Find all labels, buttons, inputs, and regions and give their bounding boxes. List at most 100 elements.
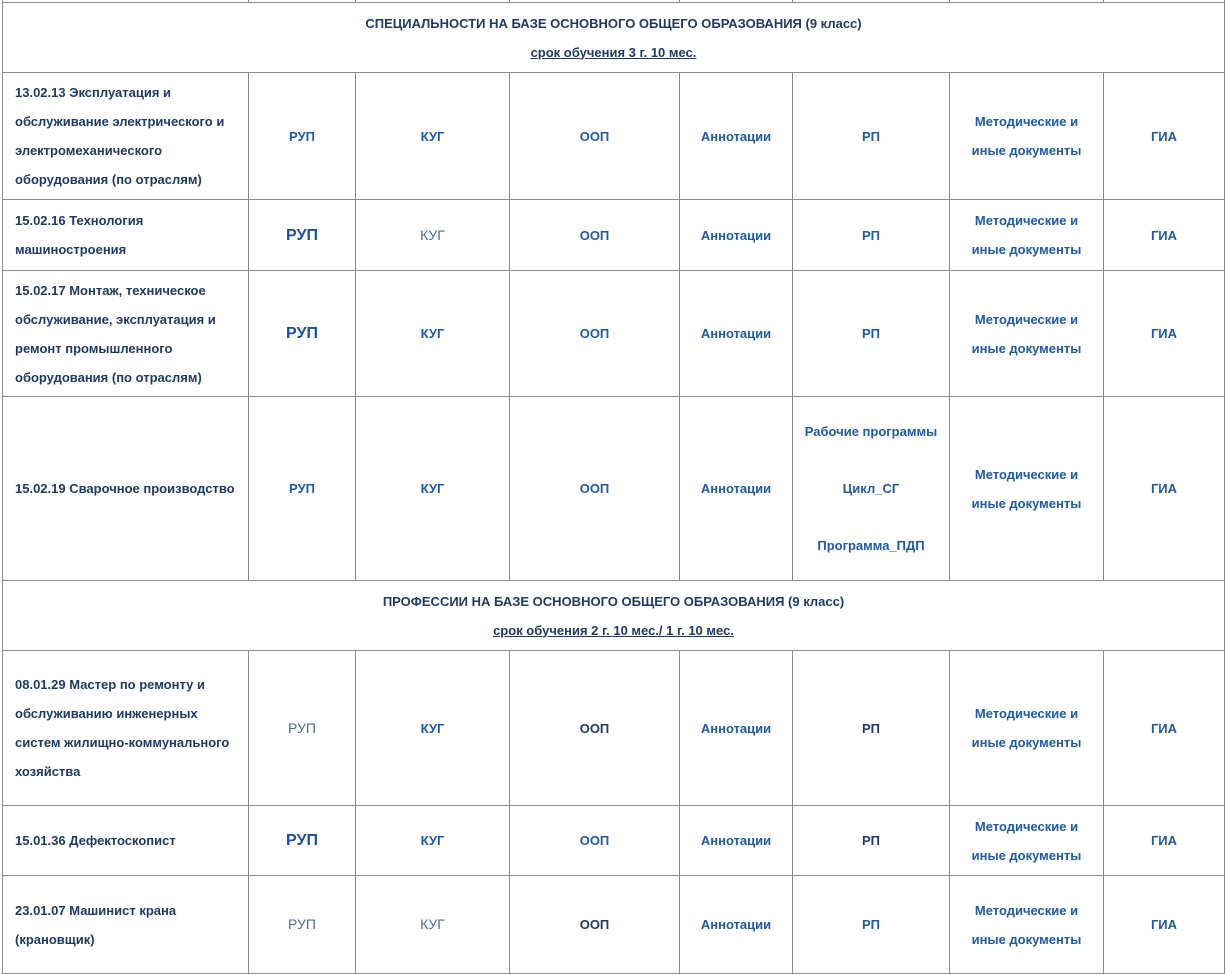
gia-link[interactable]: ГИА: [1150, 833, 1178, 848]
program-name: 08.01.29 Мастер по ремонту и обслуживани…: [2, 650, 249, 806]
rp-link[interactable]: РП: [861, 128, 880, 144]
program-name: 13.02.13 Эксплуатация и обслуживание эле…: [2, 72, 249, 200]
cell-kug: КУГ: [355, 396, 510, 581]
cell-gia: ГИА: [1103, 650, 1225, 806]
gia-link[interactable]: ГИА: [1150, 227, 1178, 243]
cell-rp: Рабочие программы Цикл_СГ Программа_ПДП: [792, 396, 950, 581]
section-title: ПРОФЕССИИ НА БАЗЕ ОСНОВНОГО ОБЩЕГО ОБРАЗ…: [382, 593, 845, 609]
kug-link[interactable]: КУГ: [420, 128, 445, 144]
section-duration-link[interactable]: срок обучения 2 г. 10 мес./ 1 г. 10 мес.: [493, 622, 734, 638]
table-row: 15.02.17 Монтаж, техническое обслуживани…: [2, 270, 1225, 397]
rp-link[interactable]: РП: [861, 227, 880, 243]
cell-methodical-docs: Методические и иные документы: [949, 875, 1104, 974]
cell-rp: РП: [792, 805, 950, 876]
cell-gia: ГИА: [1103, 396, 1225, 581]
cell-gia: ГИА: [1103, 199, 1225, 271]
oop-link[interactable]: ООП: [579, 128, 610, 144]
rp-link[interactable]: РП: [861, 326, 880, 341]
rp-link[interactable]: Рабочие программы: [804, 424, 938, 439]
cell-methodical-docs: Методические и иные документы: [949, 270, 1104, 397]
table-row: 15.02.16 Технология машиностроения РУП КУГ…: [2, 199, 1225, 271]
methodical-docs-link[interactable]: Методические и иные документы: [971, 818, 1082, 863]
cell-oop: ООП: [509, 650, 680, 806]
cell-kug: КУГ: [355, 270, 510, 397]
rup-link[interactable]: РУП: [288, 719, 316, 736]
methodical-docs-link[interactable]: Методические и иные документы: [971, 213, 1082, 257]
kug-link[interactable]: КУГ: [420, 326, 445, 341]
methodical-docs-link[interactable]: Методические и иные документы: [971, 706, 1082, 750]
cell-kug: КУГ: [355, 72, 510, 200]
cell-rp: РП: [792, 650, 950, 806]
rup-link[interactable]: РУП: [286, 832, 318, 849]
kug-link[interactable]: КУГ: [420, 481, 445, 496]
rup-link[interactable]: РУП: [288, 916, 316, 932]
cell-oop: ООП: [509, 199, 680, 271]
gia-link[interactable]: ГИА: [1150, 481, 1178, 496]
gia-link[interactable]: ГИА: [1150, 720, 1178, 736]
methodical-docs-link[interactable]: Методические и иные документы: [971, 902, 1082, 947]
rup-link[interactable]: РУП: [289, 128, 315, 144]
cell-rup: РУП: [248, 270, 356, 397]
cell-oop: ООП: [509, 396, 680, 581]
annotations-link[interactable]: Аннотации: [700, 481, 772, 496]
cell-annotations: Аннотации: [679, 396, 793, 581]
oop-link[interactable]: ООП: [579, 833, 610, 848]
cell-kug: КУГ: [355, 199, 510, 271]
gia-link[interactable]: ГИА: [1150, 917, 1178, 932]
cell-rup: РУП: [248, 199, 356, 271]
gia-link[interactable]: ГИА: [1150, 128, 1178, 144]
program-name: 15.02.16 Технология машиностроения: [2, 199, 249, 271]
table-row: 23.01.07 Машинист крана (крановщик) РУП КУ…: [2, 875, 1225, 974]
kug-link[interactable]: КУГ: [420, 226, 445, 243]
annotations-link[interactable]: Аннотации: [700, 720, 772, 736]
cell-methodical-docs: Методические и иные документы: [949, 805, 1104, 876]
cell-rp: РП: [792, 270, 950, 397]
cell-gia: ГИА: [1103, 875, 1225, 974]
kug-link[interactable]: КУГ: [420, 916, 445, 932]
cell-methodical-docs: Методические и иные документы: [949, 650, 1104, 806]
annotations-link[interactable]: Аннотации: [700, 833, 772, 848]
annotations-link[interactable]: Аннотации: [700, 326, 772, 341]
oop-link[interactable]: ООП: [579, 720, 610, 736]
oop-link[interactable]: ООП: [579, 326, 610, 341]
methodical-docs-link[interactable]: Методические и иные документы: [971, 114, 1082, 158]
rup-link[interactable]: РУП: [286, 325, 318, 342]
program-name: 23.01.07 Машинист крана (крановщик): [2, 875, 249, 974]
methodical-docs-link[interactable]: Методические и иные документы: [971, 311, 1082, 356]
oop-link[interactable]: ООП: [579, 227, 610, 243]
cell-rp: РП: [792, 72, 950, 200]
table-row: 15.02.19 Сварочное производство РУП КУГ ООП…: [2, 396, 1225, 581]
rp-link[interactable]: Цикл_СГ: [842, 481, 900, 496]
rup-link[interactable]: РУП: [289, 481, 315, 496]
section-duration-link[interactable]: срок обучения 3 г. 10 мес.: [530, 44, 697, 60]
gia-link[interactable]: ГИА: [1150, 326, 1178, 341]
annotations-link[interactable]: Аннотации: [700, 227, 772, 243]
cell-rp: РП: [792, 875, 950, 974]
oop-link[interactable]: ООП: [579, 481, 610, 496]
cell-annotations: Аннотации: [679, 199, 793, 271]
cell-oop: ООП: [509, 805, 680, 876]
program-name: 15.02.17 Монтаж, техническое обслуживани…: [2, 270, 249, 397]
cell-gia: ГИА: [1103, 270, 1225, 397]
cell-gia: ГИА: [1103, 72, 1225, 200]
rp-link[interactable]: РП: [861, 917, 880, 932]
cell-kug: КУГ: [355, 875, 510, 974]
oop-link[interactable]: ООП: [579, 917, 610, 932]
rp-link[interactable]: РП: [861, 833, 880, 848]
cell-rp: РП: [792, 199, 950, 271]
cell-kug: КУГ: [355, 805, 510, 876]
kug-link[interactable]: КУГ: [420, 720, 445, 736]
rp-link[interactable]: Программа_ПДП: [817, 538, 925, 553]
cell-oop: ООП: [509, 72, 680, 200]
rup-link[interactable]: РУП: [286, 226, 318, 244]
annotations-link[interactable]: Аннотации: [700, 917, 772, 932]
rp-link[interactable]: РП: [861, 720, 880, 736]
cell-rup: РУП: [248, 875, 356, 974]
methodical-docs-link[interactable]: Методические и иные документы: [971, 466, 1082, 511]
cell-methodical-docs: Методические и иные документы: [949, 199, 1104, 271]
kug-link[interactable]: КУГ: [420, 833, 445, 848]
annotations-link[interactable]: Аннотации: [700, 128, 772, 144]
cell-methodical-docs: Методические и иные документы: [949, 396, 1104, 581]
cell-methodical-docs: Методические и иные документы: [949, 72, 1104, 200]
